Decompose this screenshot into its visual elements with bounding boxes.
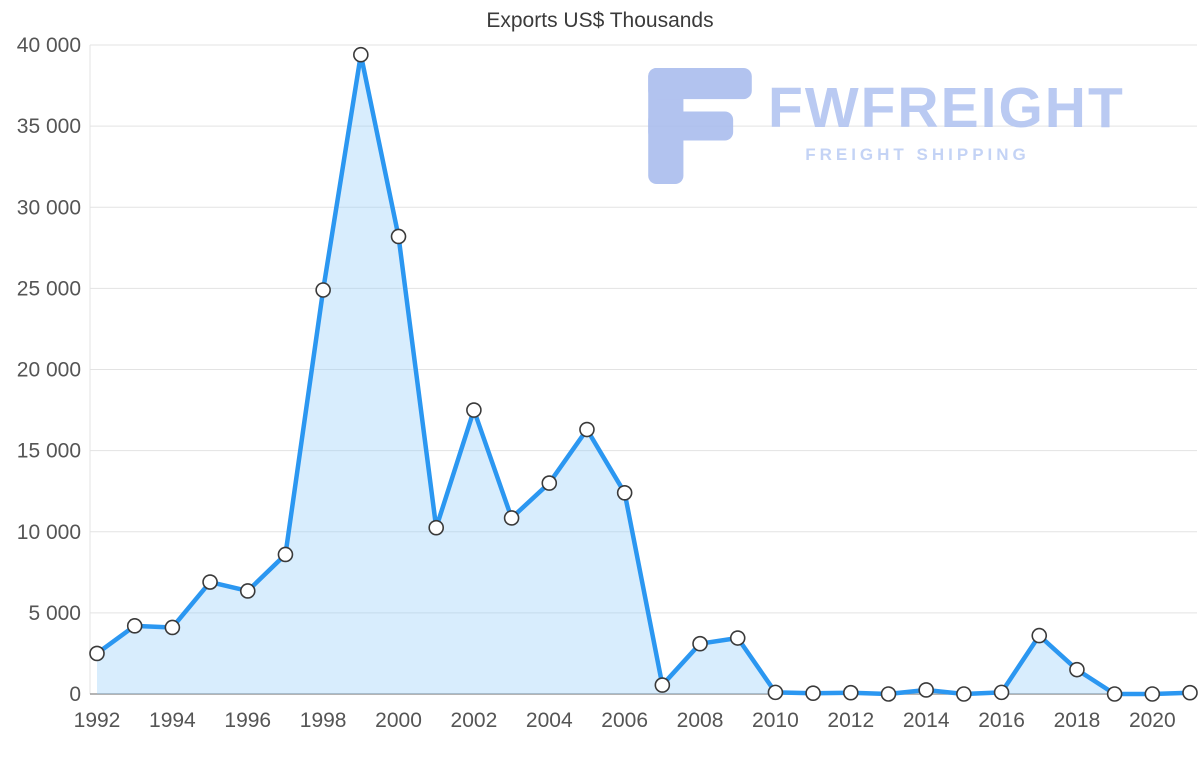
- data-point-2014[interactable]: [918, 682, 934, 698]
- data-point-1996[interactable]: [239, 583, 256, 599]
- data-point-2019[interactable]: [1106, 686, 1123, 702]
- data-point-1993[interactable]: [126, 618, 143, 634]
- data-point-2017[interactable]: [1031, 627, 1048, 644]
- y-tick-label: 35 000: [17, 115, 81, 138]
- data-point-2004[interactable]: [541, 475, 558, 491]
- x-tick-label: 1996: [224, 709, 271, 732]
- data-point-2009[interactable]: [729, 630, 746, 646]
- data-point-2010[interactable]: [767, 684, 784, 701]
- x-tick-label: 1994: [149, 709, 196, 732]
- x-tick-label: 2008: [677, 709, 724, 732]
- data-point-2012[interactable]: [842, 684, 859, 701]
- x-tick-label: 1998: [300, 709, 347, 732]
- data-point-2013[interactable]: [880, 686, 897, 702]
- data-point-1995[interactable]: [202, 574, 218, 590]
- data-point-2006[interactable]: [616, 485, 633, 501]
- data-point-2020[interactable]: [1144, 686, 1161, 702]
- data-point-2000[interactable]: [390, 228, 407, 245]
- y-tick-label: 30 000: [17, 196, 81, 219]
- data-point-2008[interactable]: [692, 635, 708, 652]
- x-tick-label: 2004: [526, 709, 573, 732]
- x-tick-label: 2000: [375, 709, 422, 732]
- data-point-2001[interactable]: [428, 519, 445, 536]
- data-point-2011[interactable]: [805, 685, 821, 701]
- chart-line: [94, 52, 1193, 697]
- data-point-2007[interactable]: [654, 677, 671, 693]
- x-tick-label: 2012: [827, 709, 874, 732]
- x-tick-label: 2020: [1129, 709, 1176, 732]
- data-point-1997[interactable]: [277, 546, 294, 563]
- data-point-1999[interactable]: [353, 46, 369, 63]
- y-tick-label: 15 000: [17, 440, 81, 463]
- y-tick-label: 25 000: [17, 277, 81, 300]
- x-tick-label: 1992: [74, 709, 121, 732]
- y-tick-label: 0: [69, 683, 81, 706]
- data-point-2003[interactable]: [503, 510, 520, 526]
- y-tick-label: 10 000: [17, 521, 81, 544]
- x-tick-label: 2002: [451, 709, 498, 732]
- data-point-1998[interactable]: [315, 282, 331, 298]
- data-point-1992[interactable]: [89, 645, 105, 662]
- y-tick-label: 40 000: [17, 34, 81, 57]
- data-point-2016[interactable]: [993, 684, 1010, 701]
- x-tick-label: 2010: [752, 709, 799, 732]
- data-point-2002[interactable]: [466, 402, 482, 418]
- x-tick-label: 2018: [1054, 709, 1101, 732]
- x-tick-label: 2016: [978, 709, 1025, 732]
- data-point-1994[interactable]: [164, 619, 181, 636]
- x-tick-label: 2014: [903, 709, 950, 732]
- y-tick-label: 5 000: [28, 602, 81, 625]
- x-tick-label: 2006: [601, 709, 648, 732]
- data-point-2018[interactable]: [1069, 661, 1085, 678]
- chart-area: [97, 54, 1190, 695]
- data-point-2005[interactable]: [579, 421, 595, 438]
- data-point-2015[interactable]: [956, 686, 972, 702]
- data-point-2021[interactable]: [1182, 684, 1198, 701]
- y-tick-label: 20 000: [17, 359, 81, 382]
